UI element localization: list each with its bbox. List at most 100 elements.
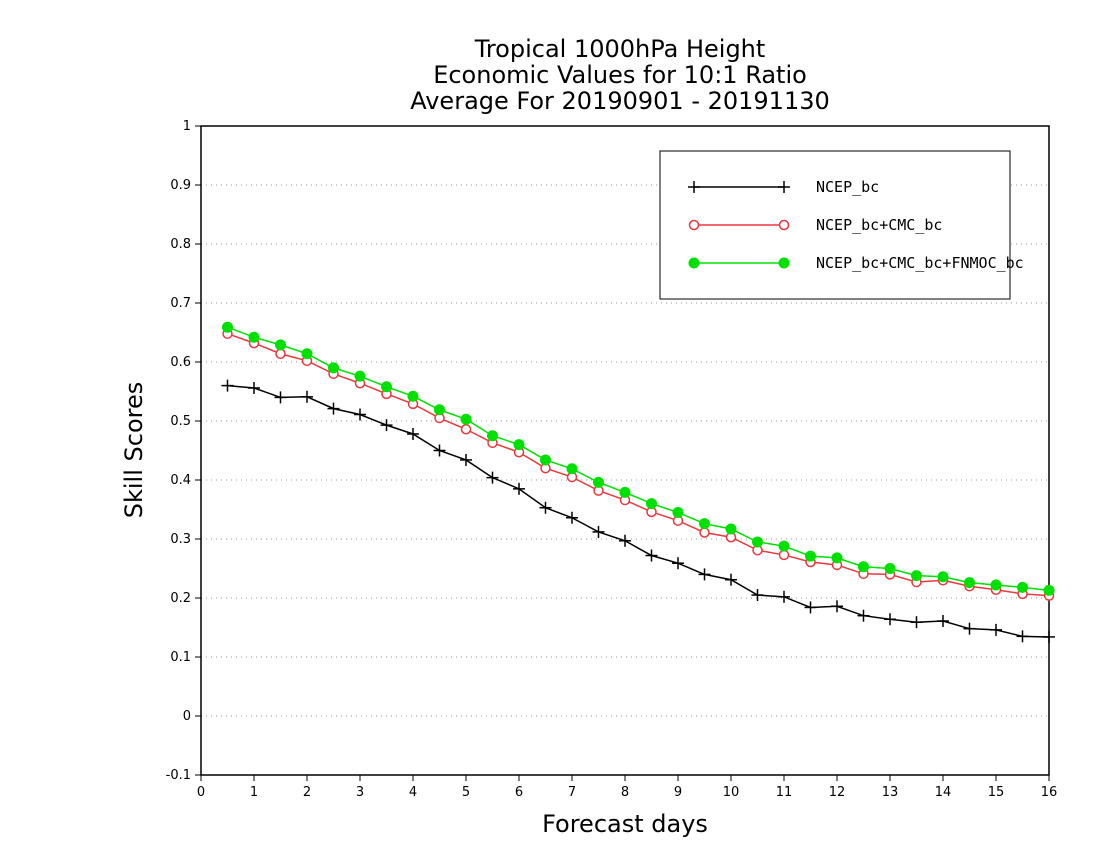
y-tick-label: 0.1 [170,650,191,665]
y-tick-label: 0.5 [170,414,191,429]
legend-marker [778,257,790,269]
axis-ticks: -0.100.10.20.30.40.50.60.70.80.910 1 2 3 4 5 6… [166,119,1058,800]
data-point [699,518,710,530]
y-tick-label: 0.9 [170,178,191,193]
legend-label: NCEP_bc [816,178,879,196]
y-tick-label: 1 [183,119,191,134]
data-point [354,408,366,421]
data-point [725,523,737,535]
y-tick-label: 0.4 [170,473,191,488]
chart-title-line-2: Economic Values for 10:1 Ratio [433,61,807,89]
x-tick-label: 0 [197,785,205,800]
data-point [407,427,419,440]
data-point [539,501,552,514]
data-point [1043,630,1055,643]
legend-label: NCEP_bc+CMC_bc [816,216,942,234]
x-tick-label: 2 [303,785,311,800]
y-tick-label: 0.2 [170,591,191,606]
data-point [646,498,657,510]
chart-title-line-1: Tropical 1000hPa Height [474,35,766,63]
data-point [778,540,790,552]
y-tick-label: 0.6 [170,355,191,370]
x-tick-label: 14 [935,785,952,800]
data-point [884,613,896,626]
y-tick-label: -0.1 [166,768,191,783]
data-point [963,622,976,635]
series-line [227,326,1050,592]
y-tick-label: 0 [183,709,191,724]
x-axis-title: Forecast days [542,810,708,838]
data-point [778,590,790,603]
chart-title-line-3: Average For 20190901 - 20191130 [410,87,830,115]
data-point [672,506,684,518]
data-point [381,381,392,393]
x-tick-label: 9 [674,785,682,800]
data-point [407,390,419,402]
x-tick-label: 16 [1041,785,1058,800]
data-point [328,362,339,374]
data-point [645,549,658,562]
data-point [460,413,472,425]
chart-title: Tropical 1000hPa Height Economic Values … [0,36,1100,114]
data-point [592,525,605,538]
data-point [221,379,234,392]
x-tick-label: 7 [568,785,576,800]
data-point [248,331,260,343]
x-tick-label: 5 [462,785,470,800]
data-point [884,563,896,574]
data-point [725,573,737,586]
data-point [699,527,710,538]
data-point [831,552,843,564]
data-point [990,623,1002,636]
data-point [593,476,604,488]
data-point [911,570,922,582]
data-point [434,404,445,416]
legend-label: NCEP_bc+CMC_bc+FNMOC_bc [816,254,1024,272]
data-point [433,444,446,457]
data-point [354,370,366,382]
data-point [937,615,949,628]
data-point [460,453,472,466]
data-point [301,390,313,403]
data-point [672,557,684,570]
data-point [460,424,472,435]
data-point [858,561,869,573]
y-tick-label: 0.8 [170,237,191,252]
series-1 [221,379,1055,643]
x-tick-label: 3 [356,785,364,800]
data-point [566,511,578,524]
x-tick-label: 10 [723,785,740,800]
legend-marker [688,181,700,193]
x-tick-label: 13 [882,785,899,800]
data-point [1016,630,1029,643]
series-2 [222,328,1055,601]
data-point [248,381,260,394]
data-point [804,601,817,614]
y-tick-label: 0.7 [170,296,191,311]
data-point [1043,584,1055,596]
legend: NCEP_bc NCEP_bc+CMC_bc NCEP_bc+CMC_bc+FNMO… [659,150,1024,300]
data-point [513,482,525,495]
y-tick-label: 0.3 [170,532,191,547]
data-point [486,471,499,484]
legend-marker [778,219,790,231]
legend-marker [778,181,790,193]
data-point [857,609,870,622]
legend-marker [688,257,700,269]
x-tick-label: 11 [776,785,793,800]
series-3 [222,321,1055,596]
data-point [275,348,286,359]
data-point [275,339,286,351]
legend-entry-3: NCEP_bc+CMC_bc+FNMOC_bc [688,254,1024,272]
data-point [619,486,631,498]
data-point [910,616,923,629]
data-point [540,454,551,466]
series-line [227,384,1050,638]
data-point [805,550,816,562]
legend-marker [688,219,700,231]
data-point [964,577,975,589]
data-point [513,439,525,451]
data-point [380,419,393,432]
data-point [487,430,498,442]
